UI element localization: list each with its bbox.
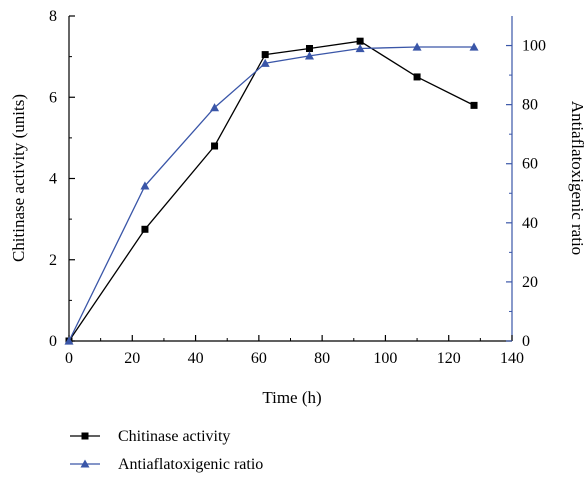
y-axis-left: 0 2 4 6 8 (49, 8, 75, 350)
y-right-tick-label: 60 (522, 156, 538, 173)
y-right-tick-label: 20 (522, 274, 538, 291)
x-tick-label: 60 (251, 350, 267, 367)
x-tick-label: 140 (500, 350, 524, 367)
data-point-chitinase-activity (470, 101, 478, 109)
data-point-antiaflatoxigenic-ratio (469, 42, 479, 51)
data-point-antiaflatoxigenic-ratio (210, 103, 220, 112)
plot-frame (68, 16, 513, 342)
data-point-chitinase-activity (261, 51, 269, 59)
data-point-antiaflatoxigenic-ratio (140, 181, 150, 190)
series-line-antiaflatoxigenic-ratio (68, 46, 475, 342)
x-tick-label: 0 (65, 350, 73, 367)
y-right-tick-label: 100 (522, 38, 546, 55)
y-right-tick-label: 40 (522, 215, 538, 232)
legend: Chitinase activity Antiaflatoxigenic rat… (70, 428, 263, 473)
legend-label-chitinase: Chitinase activity (118, 428, 230, 445)
y-left-tick-label: 4 (49, 171, 57, 188)
data-point-chitinase-activity (211, 142, 219, 150)
data-point-antiaflatoxigenic-ratio (355, 44, 365, 53)
x-tick-label: 120 (437, 350, 461, 367)
x-tick-label: 100 (373, 350, 397, 367)
data-point-antiaflatoxigenic-ratio (260, 58, 270, 67)
data-point-chitinase-activity (356, 37, 364, 45)
x-tick-label: 80 (314, 350, 330, 367)
series-chitinase-activity (65, 37, 478, 345)
y-right-tick-label: 0 (522, 333, 530, 350)
legend-swatch-chitinase-marker (81, 432, 89, 440)
data-point-chitinase-activity (141, 225, 149, 233)
series-line-chitinase-activity (68, 40, 475, 342)
y-axis-left-title: Chitinase activity (units) (9, 94, 28, 262)
x-axis-title: Time (h) (262, 388, 321, 407)
x-tick-label: 20 (124, 350, 140, 367)
y-axis-right: 0 20 40 60 80 100 (506, 38, 546, 350)
legend-item-antiaflatoxigenic: Antiaflatoxigenic ratio (70, 456, 263, 473)
y-left-tick-label: 2 (49, 252, 57, 269)
x-tick-label: 40 (188, 350, 204, 367)
legend-item-chitinase: Chitinase activity (70, 428, 230, 445)
data-point-chitinase-activity (305, 45, 313, 52)
y-axis-right-title: Antiaflatoxigenic ratio (568, 101, 585, 255)
data-point-antiaflatoxigenic-ratio (64, 336, 74, 345)
legend-swatch-antiaflatoxigenic-marker (80, 459, 90, 468)
series-layer (64, 37, 479, 345)
y-left-tick-label: 8 (49, 8, 57, 25)
y-left-tick-label: 6 (49, 89, 57, 106)
legend-label-antiaflatoxigenic: Antiaflatoxigenic ratio (118, 456, 263, 473)
series-antiaflatoxigenic-ratio (64, 42, 479, 345)
y-right-tick-label: 80 (522, 97, 538, 114)
data-point-antiaflatoxigenic-ratio (304, 51, 314, 60)
data-point-chitinase-activity (413, 73, 421, 81)
y-left-tick-label: 0 (49, 333, 57, 350)
data-point-antiaflatoxigenic-ratio (412, 42, 422, 51)
x-axis: 0 20 40 60 80 100 120 140 (65, 335, 524, 367)
